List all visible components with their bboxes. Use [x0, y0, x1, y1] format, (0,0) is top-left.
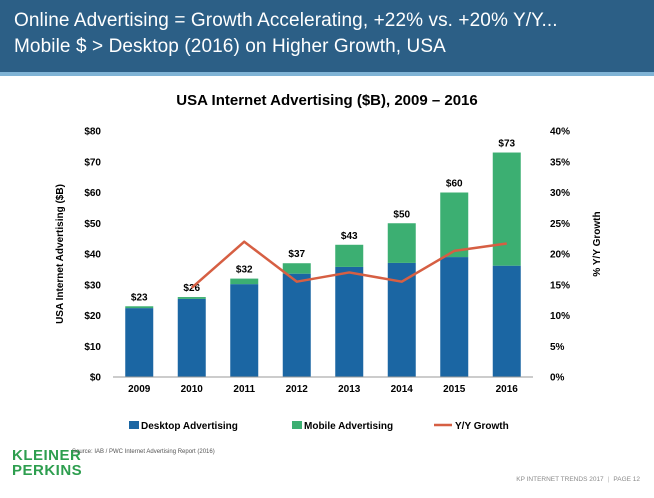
desktop-bar: [230, 284, 259, 377]
y2-axis-title: % Y/Y Growth: [592, 211, 603, 276]
header-divider: [0, 72, 654, 76]
x-tick-label: 2013: [338, 384, 361, 395]
desktop-bar: [177, 298, 206, 377]
mobile-bar: [492, 152, 521, 266]
mobile-bar: [282, 263, 311, 274]
report-name: KP INTERNET TRENDS 2017: [516, 476, 604, 483]
slide-title-line2: Mobile $ > Desktop (2016) on Higher Grow…: [14, 36, 446, 57]
y-tick-label: $40: [84, 250, 101, 261]
x-tick-label: 2014: [391, 384, 414, 395]
total-label: $73: [498, 139, 515, 150]
legend-mobile-swatch: [292, 421, 302, 429]
chart-title: USA Internet Advertising ($B), 2009 – 20…: [176, 92, 478, 109]
legend-desktop-swatch: [129, 421, 139, 429]
y-tick-label: $0: [90, 373, 102, 384]
y-tick-label: $70: [84, 157, 101, 168]
legend-mobile-label: Mobile Advertising: [304, 421, 393, 432]
x-tick-label: 2012: [286, 384, 309, 395]
slide-title-line1: Online Advertising = Growth Accelerating…: [14, 10, 558, 31]
y-tick-label: $30: [84, 280, 101, 291]
growth-line: [190, 240, 507, 289]
legend-growth-label: Y/Y Growth: [455, 421, 509, 432]
mobile-bar: [335, 244, 364, 267]
desktop-bar: [125, 308, 154, 377]
page-number: PAGE 12: [613, 476, 640, 483]
footer-page-info: KP INTERNET TRENDS 2017 | PAGE 12: [516, 476, 640, 483]
slide-header: Online Advertising = Growth Accelerating…: [0, 0, 654, 72]
source-note: Source: IAB / PWC Internet Advertising R…: [72, 449, 215, 455]
x-tick-label: 2016: [496, 384, 519, 395]
y2-tick-label: 30%: [550, 188, 570, 199]
x-tick-label: 2011: [233, 384, 255, 395]
y2-tick-label: 20%: [550, 250, 570, 261]
mobile-bar: [440, 192, 469, 258]
x-tick-label: 2010: [181, 384, 204, 395]
mobile-bar: [230, 278, 259, 285]
y-tick-label: $80: [84, 127, 101, 138]
x-tick-label: 2015: [443, 384, 466, 395]
y2-tick-label: 25%: [550, 219, 570, 230]
desktop-bar: [282, 273, 311, 377]
y-tick-label: $50: [84, 219, 101, 230]
mobile-bar: [387, 223, 416, 263]
mobile-bar: [177, 297, 206, 299]
y-axis-title: USA Internet Advertising ($B): [55, 184, 66, 324]
y2-tick-label: 0%: [550, 373, 565, 384]
desktop-bar: [492, 265, 521, 377]
total-label: $43: [341, 231, 358, 242]
total-label: $60: [446, 179, 463, 190]
y2-tick-label: 40%: [550, 127, 570, 138]
y2-tick-label: 15%: [550, 280, 570, 291]
advertising-chart: USA Internet Advertising ($B), 2009 – 20…: [55, 92, 603, 432]
y-tick-label: $60: [84, 188, 101, 199]
y2-tick-label: 5%: [550, 342, 565, 353]
y-tick-label: $10: [84, 342, 101, 353]
y-tick-label: $20: [84, 311, 101, 322]
kleiner-perkins-logo: KLEINER PERKINS: [12, 448, 82, 478]
footer-separator: |: [607, 476, 610, 483]
mobile-bar: [125, 306, 154, 309]
total-label: $50: [393, 209, 410, 220]
y2-tick-label: 10%: [550, 311, 570, 322]
total-label: $26: [183, 283, 200, 294]
y2-tick-label: 35%: [550, 157, 570, 168]
desktop-bar: [335, 266, 364, 377]
total-label: $32: [236, 265, 253, 276]
logo-line1: KLEINER: [12, 447, 82, 464]
legend-desktop-label: Desktop Advertising: [141, 421, 238, 432]
x-tick-label: 2009: [128, 384, 151, 395]
total-label: $23: [131, 292, 148, 303]
total-label: $37: [288, 249, 305, 260]
logo-line2: PERKINS: [12, 462, 83, 479]
desktop-bar: [440, 257, 469, 377]
